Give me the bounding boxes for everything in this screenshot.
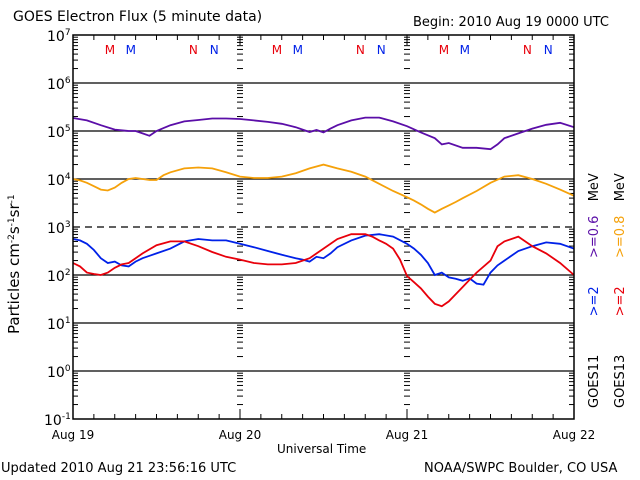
local-time-marker: M: [126, 43, 136, 57]
chart-title: GOES Electron Flux (5 minute data): [13, 9, 263, 25]
y-tick-label: 104: [47, 172, 71, 189]
local-time-marker: M: [272, 43, 282, 57]
local-time-marker: N: [377, 43, 386, 57]
series-line-1: [72, 163, 575, 214]
legend-goes13-label: GOES13: [613, 354, 628, 408]
begin-time-label: Begin: 2010 Aug 19 0000 UTC: [413, 15, 609, 30]
y-axis-label: Particles cm-2s-1sr-1: [5, 194, 23, 334]
footer-updated: Updated 2010 Aug 21 23:56:16 UTC: [1, 461, 237, 476]
x-tick-label: Aug 19: [52, 428, 95, 442]
y-axis-label-s: s: [5, 226, 23, 235]
local-time-marker: N: [356, 43, 365, 57]
y-tick-label: 10-1: [44, 412, 71, 429]
local-time-marker: N: [189, 43, 198, 57]
x-tick-label: Aug 21: [386, 428, 429, 442]
local-time-marker: N: [544, 43, 553, 57]
y-tick-label: 103: [47, 220, 71, 237]
legend-goes13-08mev: >=0.8: [613, 215, 628, 259]
y-axis-label-exp: -2: [7, 234, 17, 244]
y-tick-label: 101: [47, 316, 71, 333]
legend-goes11-unit: MeV: [587, 173, 602, 202]
x-axis-label: Universal Time: [277, 442, 367, 456]
y-tick-label: 100: [47, 364, 71, 381]
footer-source: NOAA/SWPC Boulder, CO USA: [424, 461, 618, 476]
y-axis-label-sr: sr: [5, 203, 23, 218]
legend-goes11-label: GOES11: [587, 354, 602, 408]
series-line-3: [72, 233, 575, 308]
local-time-marker: M: [439, 43, 449, 57]
y-axis-label-exp: -1: [7, 194, 17, 204]
x-tick-label: Aug 22: [553, 428, 596, 442]
local-time-marker: N: [523, 43, 532, 57]
legend-goes11-06mev: >=0.6: [587, 215, 602, 259]
x-tick-label: Aug 20: [219, 428, 262, 442]
legend-goes11: GOES11 >=2 >=0.6 MeV: [587, 173, 602, 408]
legend-goes13-unit: MeV: [613, 173, 628, 202]
y-axis-label-base: Particles cm: [5, 243, 23, 334]
series-line-0: [72, 116, 575, 151]
local-time-marker: M: [105, 43, 115, 57]
local-time-marker: M: [460, 43, 470, 57]
y-tick-label: 107: [47, 28, 71, 45]
legend-goes11-2mev: >=2: [587, 286, 602, 317]
y-tick-label: 106: [47, 76, 71, 93]
y-tick-label: 102: [47, 268, 71, 285]
y-tick-label: 105: [47, 124, 71, 141]
local-time-marker: M: [293, 43, 303, 57]
plot-frame: [72, 34, 575, 420]
legend-goes13-2mev: >=2: [613, 286, 628, 317]
y-axis-label-exp: -1: [7, 217, 17, 227]
local-time-marker: N: [210, 43, 219, 57]
legend-goes13: GOES13 >=2 >=0.8 MeV: [613, 173, 628, 408]
series-line-2: [72, 233, 575, 286]
